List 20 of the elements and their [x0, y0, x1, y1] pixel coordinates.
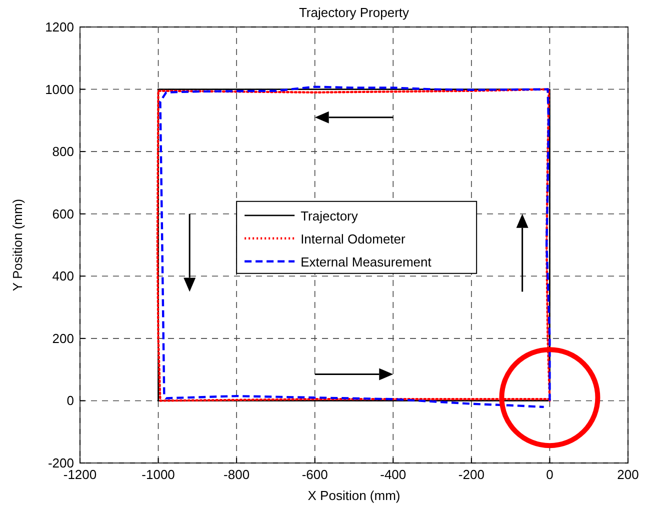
- x-tick-label: -400: [380, 467, 406, 482]
- y-tick-label: 800: [52, 144, 74, 160]
- legend-label: Trajectory: [300, 208, 358, 224]
- chart-title: Trajectory Property: [298, 5, 410, 20]
- y-tick-label: 1200: [45, 20, 74, 34]
- x-tick-label: 200: [617, 467, 639, 482]
- y-tick-label: 0: [66, 393, 74, 408]
- y-axis-title: Y Position (mm): [10, 198, 25, 292]
- y-tick-label: 400: [52, 268, 74, 284]
- y-tick-label: 1000: [45, 82, 74, 97]
- x-tick-label: -200: [458, 467, 484, 482]
- legend-label: External Measurement: [300, 254, 432, 270]
- y-tick-label: 600: [52, 206, 74, 222]
- x-tick-label: -800: [224, 467, 250, 482]
- legend-label: Internal Odometer: [300, 231, 406, 246]
- y-tick-label: 200: [52, 330, 74, 346]
- x-tick-label: -600: [302, 467, 328, 482]
- x-axis-title: X Position (mm): [308, 488, 400, 503]
- x-tick-label: 0: [546, 467, 554, 482]
- x-tick-label: -1000: [142, 467, 175, 482]
